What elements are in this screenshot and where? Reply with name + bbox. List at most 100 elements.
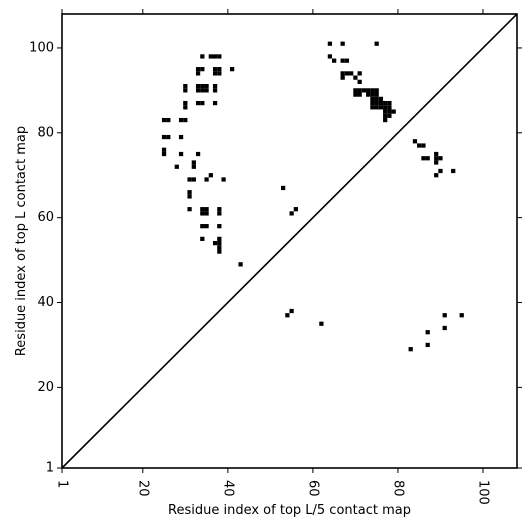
contact-cell — [200, 211, 205, 216]
contact-cell — [217, 241, 222, 246]
contact-cell — [212, 54, 218, 59]
contact-cell — [200, 54, 205, 59]
contact-cell — [208, 173, 213, 178]
contact-cell — [387, 105, 392, 110]
contact-cell — [178, 151, 184, 157]
contact-cell — [187, 190, 192, 195]
contact-cell — [340, 75, 345, 80]
contact-cell — [200, 207, 205, 212]
x-tick-label: 100 — [475, 480, 490, 505]
contact-cell — [374, 41, 379, 46]
contact-cell — [204, 211, 209, 216]
y-tick-label: 100 — [29, 40, 54, 55]
x-axis-label: Residue index of top L/5 contact map — [168, 503, 411, 518]
contact-cell — [289, 308, 294, 314]
contact-cell — [204, 177, 209, 182]
x-tick-label: 60 — [305, 480, 320, 497]
contact-cell — [208, 54, 213, 59]
contact-cell — [183, 88, 188, 93]
contact-cell — [387, 100, 392, 106]
contact-cell — [353, 92, 358, 97]
y-tick-label: 80 — [37, 125, 54, 140]
contact-cell — [421, 143, 426, 148]
contact-cell — [442, 313, 447, 318]
x-tick-label: 40 — [220, 480, 235, 497]
contact-cell — [200, 84, 205, 89]
contact-cell — [344, 71, 350, 76]
y-tick-label: 20 — [37, 380, 54, 395]
contact-cell — [195, 67, 201, 72]
contact-cell — [344, 58, 350, 63]
plot-frame — [61, 13, 518, 469]
contact-cell — [212, 100, 218, 106]
contact-cell — [408, 347, 413, 352]
contact-cell — [183, 100, 188, 106]
contact-cell — [434, 160, 439, 165]
contact-cell — [383, 117, 388, 123]
contact-cell — [357, 79, 362, 85]
contact-cell — [212, 71, 218, 76]
contact-cell — [370, 105, 375, 110]
contact-cell — [340, 71, 345, 76]
contact-cell — [357, 92, 362, 97]
contact-cell — [183, 105, 188, 110]
contact-cell — [370, 88, 375, 93]
contact-cell — [183, 84, 188, 89]
contact-cell — [383, 100, 388, 106]
contact-cell — [370, 92, 375, 97]
contact-cell — [195, 88, 201, 93]
contact-cell — [281, 185, 286, 191]
contact-cell — [161, 147, 167, 152]
contact-cell — [340, 41, 345, 46]
contact-cell — [187, 194, 192, 199]
contact-cell — [387, 113, 392, 118]
contact-cell — [459, 313, 464, 318]
contact-cell — [327, 41, 333, 46]
contact-cell — [183, 117, 188, 123]
y-tick-label: 60 — [37, 210, 54, 225]
contact-cell — [434, 173, 439, 178]
contact-cell — [451, 168, 456, 174]
contact-cell — [353, 88, 358, 93]
contact-cell — [191, 160, 196, 165]
contact-cell — [417, 143, 422, 148]
contact-cell — [178, 117, 184, 123]
contact-cell — [204, 224, 209, 229]
contact-cell — [434, 151, 439, 157]
contact-cell — [391, 109, 396, 114]
contact-cell — [187, 207, 192, 212]
contact-cell — [200, 236, 205, 241]
y-axis-label: Residue index of top L contact map — [14, 126, 29, 356]
contact-cell — [212, 67, 218, 72]
contact-cell — [425, 156, 430, 161]
contact-cell — [187, 177, 192, 182]
contact-cell — [204, 88, 209, 93]
contact-cell — [217, 71, 222, 76]
contact-cell — [229, 67, 235, 72]
contact-cell — [161, 134, 167, 140]
contact-cell — [412, 139, 418, 144]
contact-cell — [349, 71, 354, 76]
contact-cell — [366, 88, 371, 93]
contact-cell — [425, 330, 430, 335]
contact-cell — [217, 67, 222, 72]
x-tick-label: 20 — [135, 480, 150, 497]
x-tick-label: 80 — [390, 480, 405, 497]
contact-cell — [178, 134, 184, 140]
contact-cell — [378, 105, 384, 110]
contact-cell — [383, 113, 388, 118]
contact-cell — [357, 88, 362, 93]
contact-cell — [327, 54, 333, 59]
contact-cell — [340, 58, 345, 63]
contact-cell — [161, 151, 167, 157]
contact-cell — [438, 168, 443, 174]
contact-cell — [217, 54, 222, 59]
contact-cell — [166, 134, 171, 140]
contact-cell — [195, 71, 201, 76]
contact-cell — [353, 75, 358, 80]
contact-cell — [212, 241, 218, 246]
contact-cell — [421, 156, 426, 161]
contact-cell — [195, 100, 201, 106]
contact-cell — [378, 100, 384, 106]
